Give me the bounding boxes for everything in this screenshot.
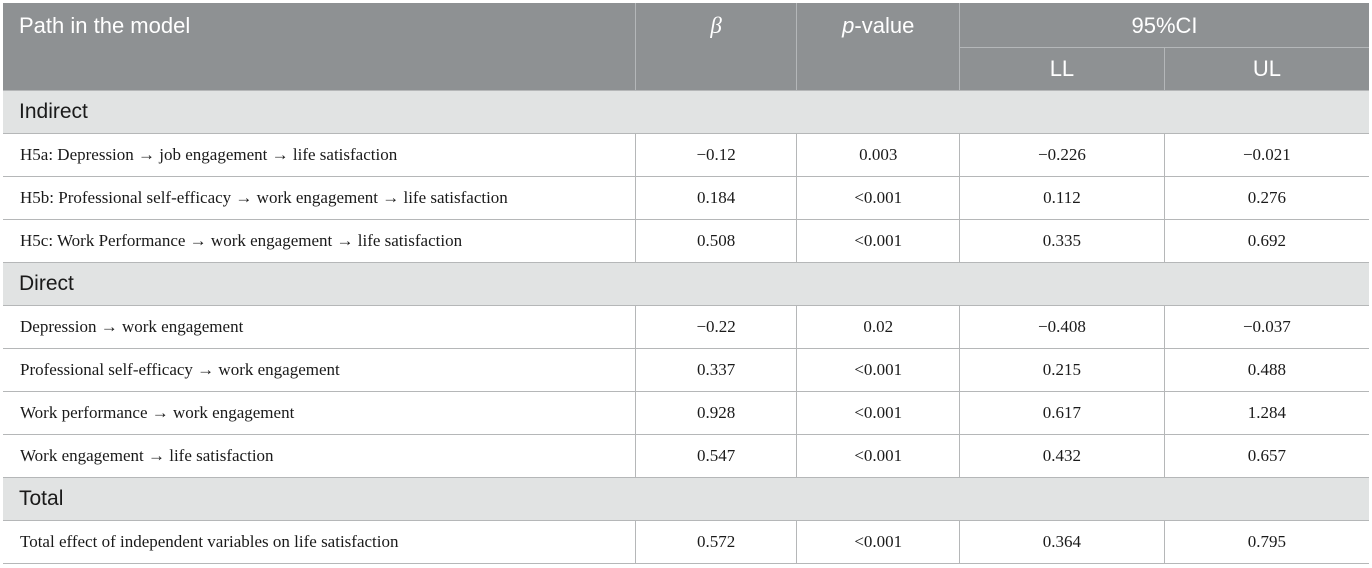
section-row: Total bbox=[3, 477, 1369, 521]
beta-cell: 0.337 bbox=[634, 348, 798, 392]
p-value-cell: <0.001 bbox=[796, 520, 961, 564]
table-row: H5b: Professional self-efficacy → work e… bbox=[3, 176, 1369, 220]
table-row: Work engagement → life satisfaction 0.54… bbox=[3, 434, 1369, 478]
beta-cell: 0.547 bbox=[634, 434, 798, 478]
ul-cell: −0.037 bbox=[1163, 305, 1369, 349]
ul-cell: 0.488 bbox=[1163, 348, 1369, 392]
header-subrow: LL UL bbox=[3, 47, 1369, 91]
table-row: H5a: Depression → job engagement → life … bbox=[3, 133, 1369, 177]
p-value-cell: <0.001 bbox=[796, 176, 961, 220]
header-row: Path in the model β p-value 95%CI bbox=[3, 3, 1369, 91]
ll-cell: 0.112 bbox=[959, 176, 1165, 220]
header-p-italic: p bbox=[842, 13, 855, 38]
beta-cell: 0.184 bbox=[634, 176, 798, 220]
ul-cell: 0.276 bbox=[1163, 176, 1369, 220]
ul-cell: 0.795 bbox=[1163, 520, 1369, 564]
ll-cell: −0.408 bbox=[959, 305, 1165, 349]
table-row: Total effect of independent variables on… bbox=[3, 520, 1369, 564]
beta-cell: −0.12 bbox=[634, 133, 798, 177]
table-row: H5c: Work Performance → work engagement … bbox=[3, 219, 1369, 263]
mediation-results-table: Path in the model β p-value 95%CI LL UL … bbox=[3, 3, 1369, 564]
section-title: Indirect bbox=[3, 90, 1369, 134]
header-p-value: p-value bbox=[796, 3, 961, 91]
header-beta: β bbox=[635, 3, 798, 91]
p-value-cell: 0.003 bbox=[796, 133, 961, 177]
path-cell: Total effect of independent variables on… bbox=[3, 520, 636, 564]
p-value-cell: <0.001 bbox=[796, 348, 961, 392]
table-body: Indirect H5a: Depression → job engagemen… bbox=[3, 90, 1369, 564]
table-row: Work performance → work engagement 0.928… bbox=[3, 391, 1369, 435]
ul-cell: 0.692 bbox=[1163, 219, 1369, 263]
path-cell: Professional self-efficacy → work engage… bbox=[3, 348, 636, 392]
path-cell: Work performance → work engagement bbox=[3, 391, 636, 435]
table-row: Depression → work engagement −0.22 0.02 … bbox=[3, 305, 1369, 349]
beta-cell: 0.508 bbox=[634, 219, 798, 263]
p-value-cell: 0.02 bbox=[796, 305, 961, 349]
ll-cell: 0.364 bbox=[959, 520, 1165, 564]
header-p-suffix: -value bbox=[854, 13, 915, 38]
table-row: Professional self-efficacy → work engage… bbox=[3, 348, 1369, 392]
beta-cell: 0.572 bbox=[634, 520, 798, 564]
header-ci: 95%CI bbox=[959, 3, 1369, 48]
header-ul: UL bbox=[1164, 47, 1369, 91]
ul-cell: −0.021 bbox=[1163, 133, 1369, 177]
section-row: Indirect bbox=[3, 90, 1369, 134]
ul-cell: 1.284 bbox=[1163, 391, 1369, 435]
p-value-cell: <0.001 bbox=[796, 219, 961, 263]
path-cell: Work engagement → life satisfaction bbox=[3, 434, 636, 478]
path-cell: H5a: Depression → job engagement → life … bbox=[3, 133, 636, 177]
ll-cell: 0.215 bbox=[959, 348, 1165, 392]
beta-cell: −0.22 bbox=[634, 305, 798, 349]
table-header: Path in the model β p-value 95%CI LL UL bbox=[3, 3, 1369, 91]
p-value-cell: <0.001 bbox=[796, 391, 961, 435]
section-title: Total bbox=[3, 477, 1369, 521]
p-value-cell: <0.001 bbox=[796, 434, 961, 478]
ul-cell: 0.657 bbox=[1163, 434, 1369, 478]
path-cell: H5c: Work Performance → work engagement … bbox=[3, 219, 636, 263]
header-path: Path in the model bbox=[3, 3, 636, 91]
section-row: Direct bbox=[3, 262, 1369, 306]
section-title: Direct bbox=[3, 262, 1369, 306]
header-ll: LL bbox=[959, 47, 1165, 91]
path-cell: H5b: Professional self-efficacy → work e… bbox=[3, 176, 636, 220]
path-cell: Depression → work engagement bbox=[3, 305, 636, 349]
ll-cell: 0.432 bbox=[959, 434, 1165, 478]
ll-cell: −0.226 bbox=[959, 133, 1165, 177]
ll-cell: 0.617 bbox=[959, 391, 1165, 435]
ll-cell: 0.335 bbox=[959, 219, 1165, 263]
beta-cell: 0.928 bbox=[634, 391, 798, 435]
